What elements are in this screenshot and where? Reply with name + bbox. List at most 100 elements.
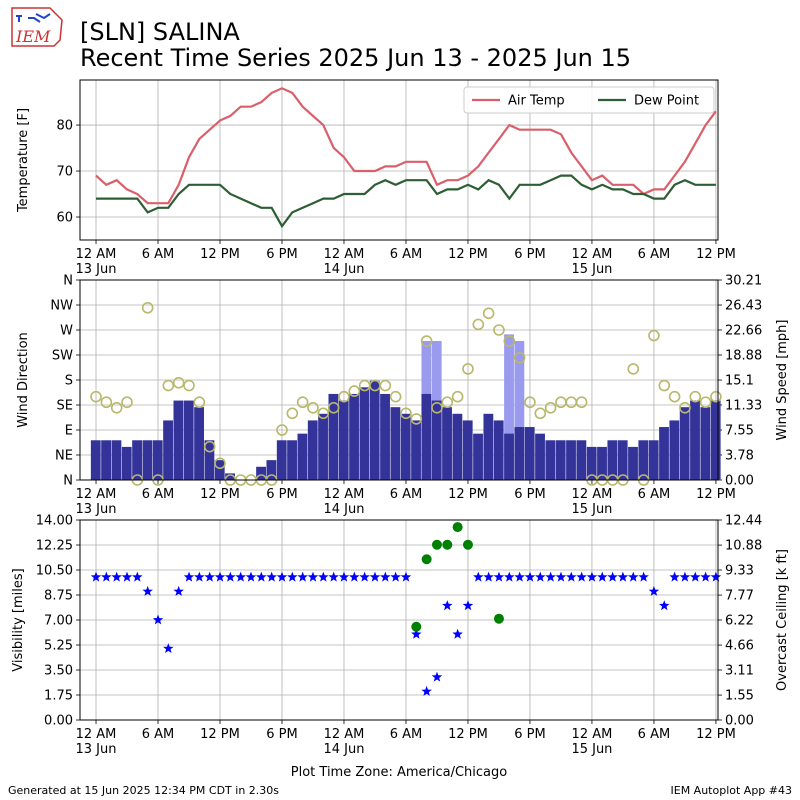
point [276,571,288,582]
point [172,376,185,389]
point [141,301,154,314]
bar [524,427,535,480]
bar [287,440,297,480]
bar [390,407,401,480]
point [225,571,236,582]
y-tick-label: 70 [56,165,73,180]
logo-text: IEM [15,27,51,46]
y-tick-label: 1.75 [44,689,73,704]
y-tick-label: W [60,324,73,339]
point [318,571,329,582]
point [462,363,474,375]
y-tick-label: 10.50 [36,564,73,579]
point [462,539,473,550]
point [700,571,711,582]
y2-tick-label: 18.88 [725,349,762,364]
point [266,571,277,582]
bar [607,440,618,480]
bar [473,433,483,480]
bar [690,400,700,480]
bar [493,420,504,480]
y-tick-label: 14.00 [36,514,73,529]
point [307,401,319,414]
point [628,571,639,582]
y-tick-label: 60 [56,211,73,226]
bar [204,440,215,480]
logo-outline [11,7,63,47]
point [380,571,391,582]
point [462,600,474,611]
bar [214,460,225,480]
y-tick-label: NW [50,299,73,314]
bar [369,380,380,480]
point [327,401,340,414]
point [152,614,164,625]
legend: Air Temp Dew Point [463,86,715,114]
y-tick-label: 7.00 [44,614,73,629]
y-tick-label: 0.00 [44,714,73,729]
subtitle: Recent Time Series 2025 Jun 13 - 2025 Ju… [80,44,631,72]
bar [566,440,576,480]
y2-axis-label: Overcast Ceiling [k ft] [775,549,790,691]
point [348,385,361,397]
point [431,671,443,682]
point [555,571,567,582]
point [679,571,691,582]
bar [421,393,432,480]
point [379,379,392,392]
point [566,571,577,582]
point [482,307,495,320]
point [421,685,432,696]
x-tick-label: 6 PM [514,727,545,742]
x-tick-label: 6 AM [390,487,423,502]
bar [659,427,669,480]
point [183,571,195,582]
plot-frame [79,279,719,481]
point [111,571,122,582]
point [451,390,464,403]
x-tick-label: 12 PM [696,247,736,262]
point [524,571,536,582]
legend-box [463,86,715,114]
point [669,571,680,582]
y-axis-label: Temperature [F] [16,108,31,213]
x-tick-label: 6 PM [266,247,297,262]
bar [431,400,442,480]
y2-tick-label: 1.55 [725,689,754,704]
bar [132,440,142,480]
point [214,457,226,470]
y-tick-label: 12.25 [36,539,73,554]
bar [297,433,308,480]
panel: 60 70 80 12 AM 13 Jun 6 AM 12 PM 6 PM 12 AM 14 Ju… [16,79,736,277]
legend-label: Air Temp [508,94,565,109]
x-tick-label: 12 PM [448,247,488,262]
bar [514,340,525,480]
bar [266,460,277,480]
point [472,318,485,331]
bar [669,420,680,480]
y2-tick-label: 6.22 [725,614,754,629]
point [193,396,206,409]
point [400,571,412,582]
bar [121,446,132,480]
footer-right: IEM Autoplot App #43 [671,784,793,797]
bar [101,440,111,480]
y-tick-label: 8.75 [44,589,73,604]
x-tick-label: 12 PM [448,727,488,742]
x-tick-label: 12 AM 13 Jun [76,247,117,277]
x-tick-label: 6 AM [638,247,671,262]
bar [452,413,463,480]
x-tick-label: 6 AM [638,487,671,502]
bar [318,413,328,480]
bar [142,440,153,480]
point [245,571,257,582]
point [617,571,629,582]
bar [307,420,318,480]
y2-tick-label: 10.88 [725,539,762,554]
point [173,585,184,596]
x-tick-label: 12 AM 14 Jun [323,727,364,757]
x-tick-label: 12 PM [200,247,240,262]
point [576,571,587,582]
bar [256,466,266,480]
